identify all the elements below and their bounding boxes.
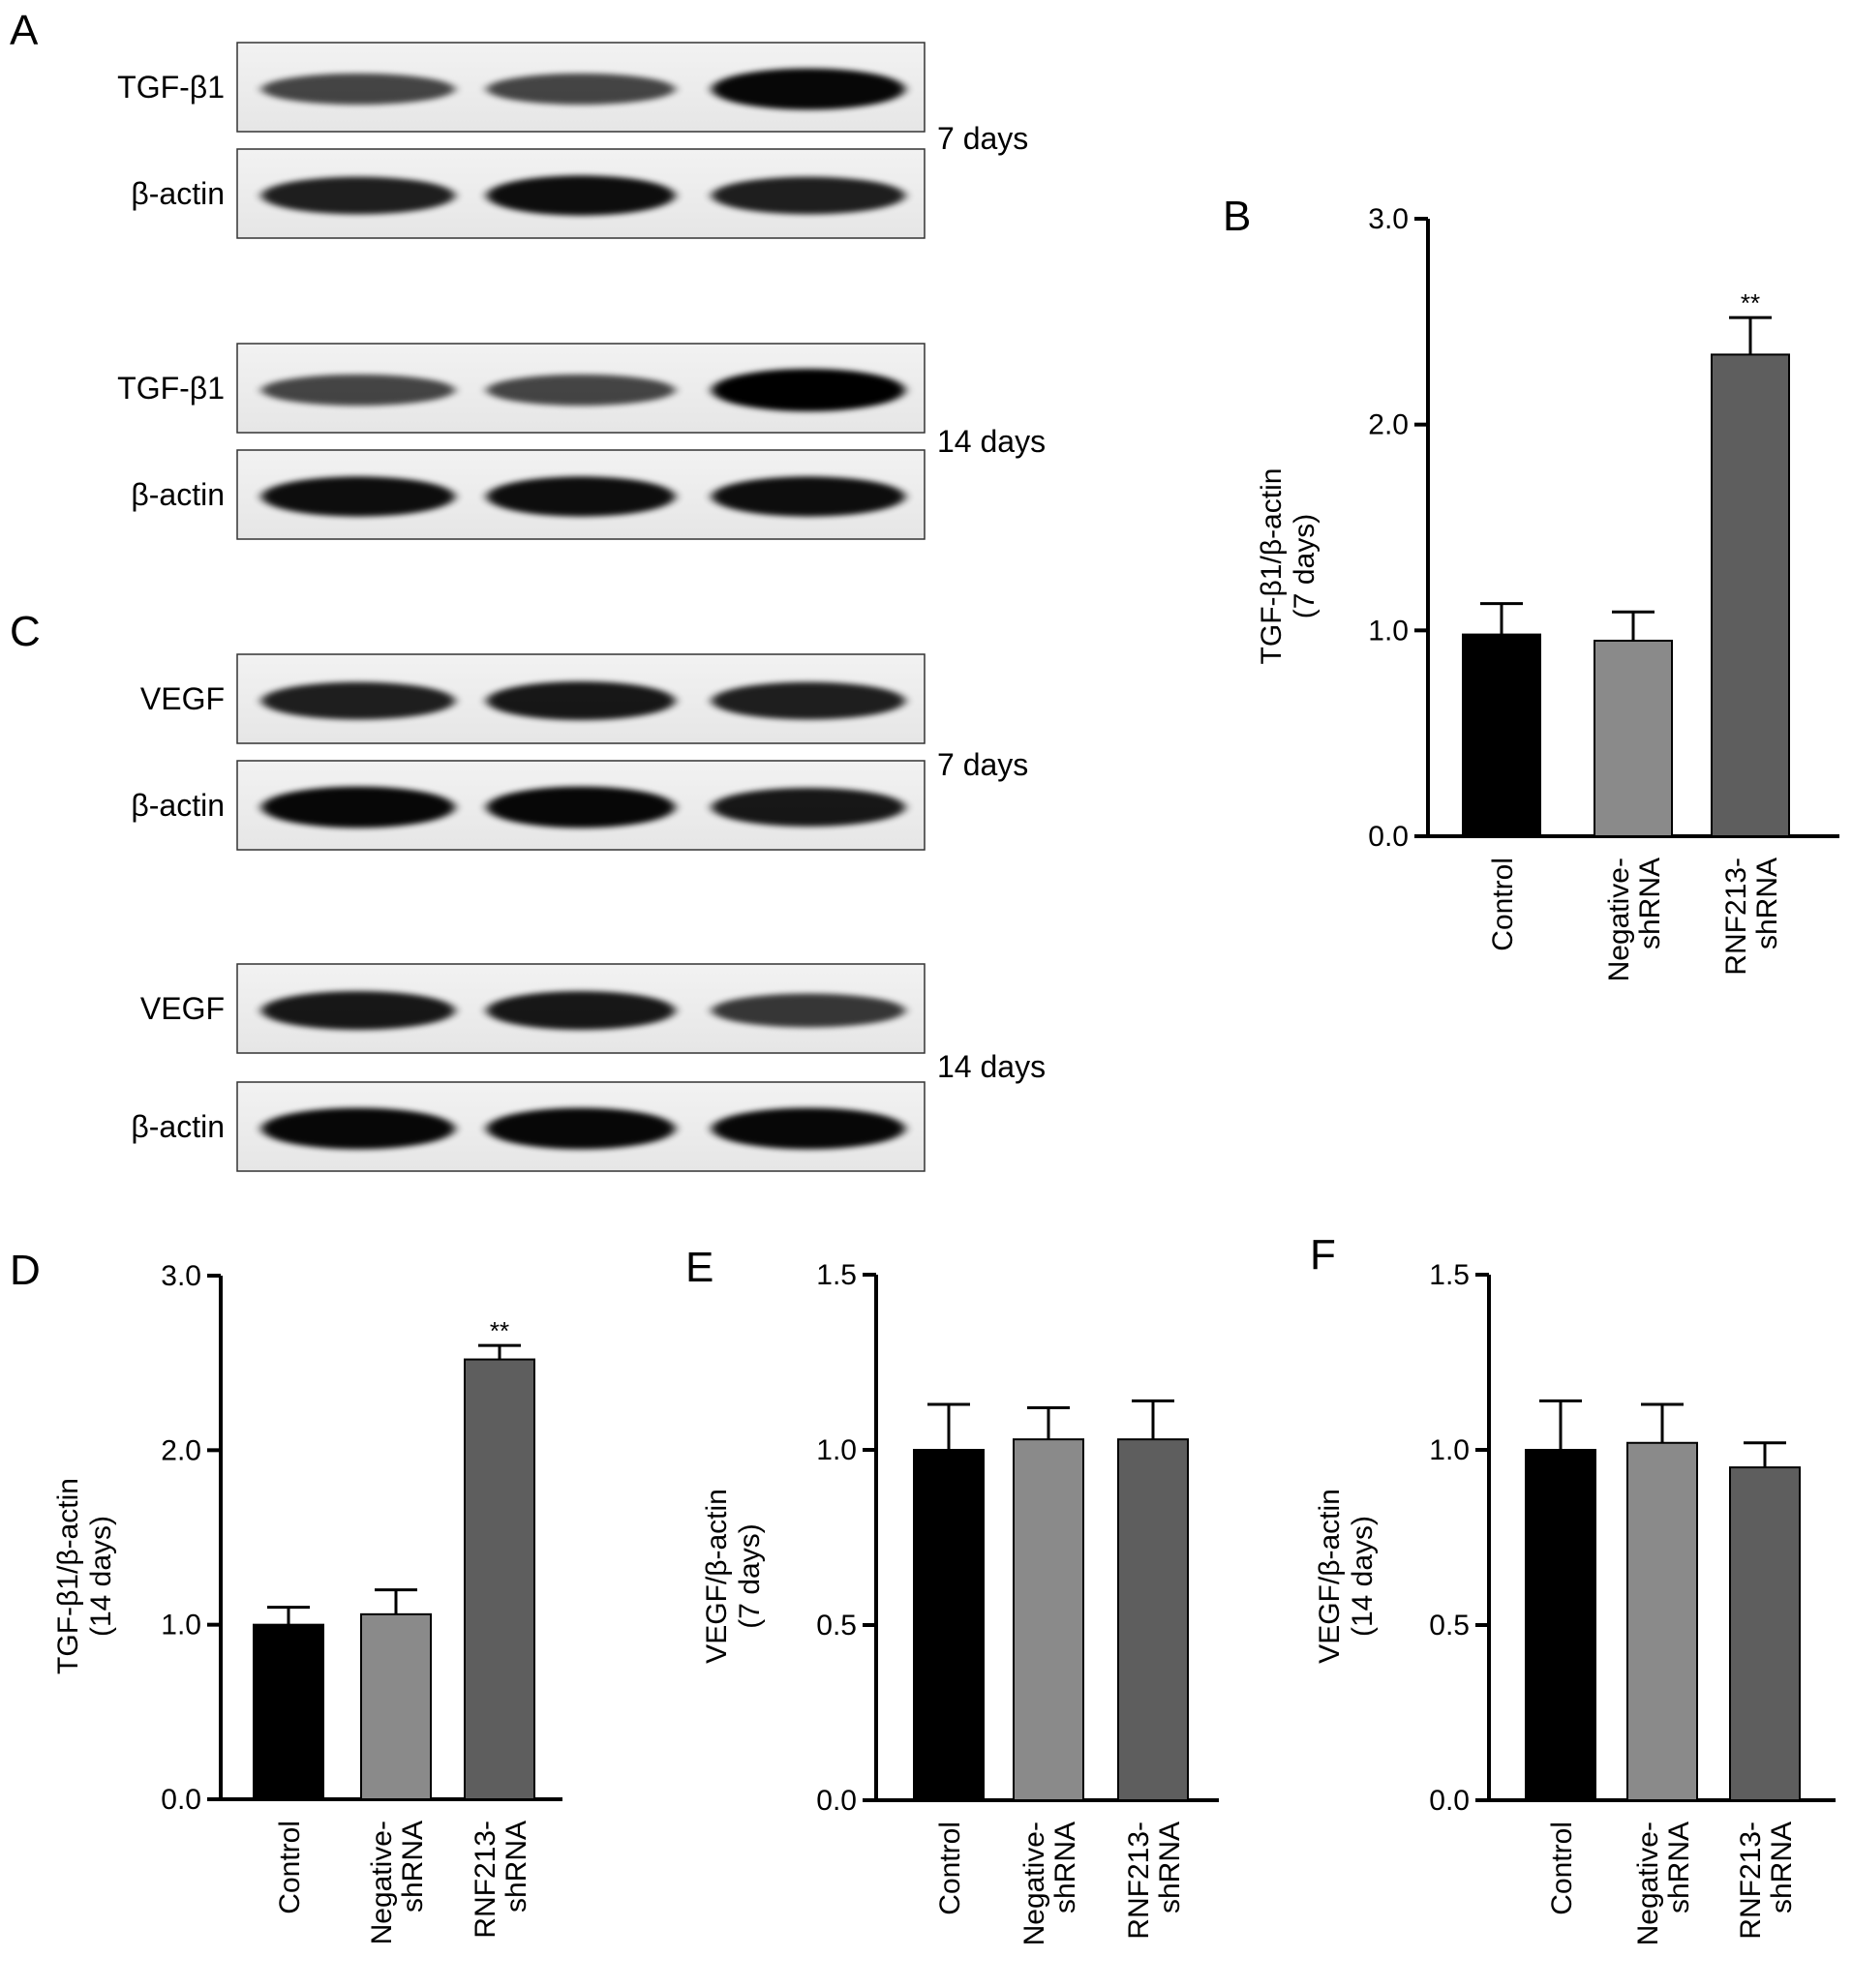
category-label: RNF213-shRNA bbox=[1123, 1822, 1186, 1940]
bar bbox=[1594, 639, 1673, 838]
y-tick-label: 3.0 bbox=[161, 1260, 201, 1292]
blot-band bbox=[261, 1107, 455, 1150]
blot-band bbox=[486, 73, 676, 105]
blot-band bbox=[712, 68, 905, 110]
y-tick-label: 2.0 bbox=[1368, 409, 1409, 441]
y-tick-label: 1.5 bbox=[816, 1259, 857, 1291]
blot-band bbox=[712, 369, 905, 411]
blot-band bbox=[486, 1107, 676, 1150]
chart-d: 0.0 1.0 2.0 3.0 TGF-β1/β-actin(14 days) Contr… bbox=[52, 1260, 562, 1944]
y-tick-label: 1.0 bbox=[1368, 615, 1409, 647]
panel-label-f: F bbox=[1310, 1231, 1336, 1279]
y-tick-label: 2.0 bbox=[161, 1434, 201, 1466]
bar bbox=[1013, 1438, 1084, 1801]
significance-marker: ** bbox=[1741, 288, 1760, 317]
blot-row-label: VEGF bbox=[140, 681, 225, 716]
category-label: Negative-shRNA bbox=[1018, 1822, 1081, 1945]
blot-row-label: β-actin bbox=[131, 477, 225, 512]
y-tick-label: 0.0 bbox=[816, 1785, 857, 1817]
blot-band bbox=[712, 176, 905, 215]
y-tick-label: 0.0 bbox=[1429, 1785, 1470, 1817]
time-label: 14 days bbox=[937, 1049, 1046, 1084]
blot-band bbox=[261, 681, 455, 720]
bar bbox=[360, 1612, 432, 1801]
y-tick-label: 3.0 bbox=[1368, 203, 1409, 235]
y-tick-label: 1.0 bbox=[1429, 1434, 1470, 1466]
category-label: Negative-shRNA bbox=[1632, 1822, 1695, 1945]
blot-band bbox=[712, 787, 905, 828]
category-label: RNF213-shRNA bbox=[1735, 1822, 1798, 1940]
blot-band bbox=[261, 73, 455, 105]
category-label: Control bbox=[1487, 858, 1519, 951]
bar bbox=[464, 1358, 535, 1801]
category-label: RNF213-shRNA bbox=[1720, 858, 1783, 976]
bar bbox=[913, 1449, 985, 1801]
blot-band bbox=[712, 681, 905, 720]
time-label: 14 days bbox=[937, 424, 1046, 459]
y-tick-label: 0.0 bbox=[161, 1784, 201, 1816]
blot-band bbox=[486, 175, 676, 216]
blot-band bbox=[712, 476, 905, 517]
y-tick-label: 1.0 bbox=[816, 1434, 857, 1466]
y-axis-title: TGF-β1/β-actin(14 days) bbox=[52, 1478, 117, 1674]
blot-band bbox=[486, 680, 676, 721]
y-tick-label: 1.5 bbox=[1429, 1259, 1470, 1291]
y-tick-label: 1.0 bbox=[161, 1610, 201, 1642]
bar bbox=[1729, 1466, 1801, 1801]
bar-charts: 0.0 1.0 2.0 3.0 TGF-β1/β-actin(7 days) Contro… bbox=[52, 203, 1839, 1945]
blot-band bbox=[261, 476, 455, 517]
panel-label-c: C bbox=[10, 608, 41, 655]
blot-band bbox=[712, 1107, 905, 1150]
y-tick-label: 0.5 bbox=[1429, 1610, 1470, 1642]
y-axis-title: VEGF/β-actin(7 days) bbox=[701, 1489, 766, 1664]
time-label: 7 days bbox=[937, 747, 1028, 782]
chart-e: 0.0 0.5 1.0 1.5 VEGF/β-actin(7 days) Control N… bbox=[701, 1259, 1219, 1945]
y-axis-title: VEGF/β-actin(14 days) bbox=[1314, 1489, 1379, 1664]
blot-row-label: TGF-β1 bbox=[117, 70, 225, 105]
blot-band bbox=[261, 786, 455, 828]
panel-label-a: A bbox=[10, 7, 39, 54]
category-label: Control bbox=[1546, 1822, 1578, 1915]
blot-band bbox=[486, 786, 676, 828]
y-axis-title: TGF-β1/β-actin(7 days) bbox=[1256, 468, 1321, 665]
blot-band bbox=[712, 993, 905, 1028]
blot-band bbox=[261, 990, 455, 1031]
category-label: Control bbox=[934, 1822, 966, 1915]
blot-row-label: VEGF bbox=[140, 991, 225, 1026]
bar bbox=[1117, 1438, 1189, 1801]
blot-band bbox=[261, 176, 455, 215]
category-label: RNF213-shRNA bbox=[470, 1821, 532, 1939]
blot-band bbox=[486, 374, 676, 407]
panel-label-b: B bbox=[1223, 193, 1251, 240]
blot-band bbox=[486, 476, 676, 517]
blot-row-label: β-actin bbox=[131, 788, 225, 823]
panel-label-e: E bbox=[685, 1244, 713, 1291]
chart-f: 0.0 0.5 1.0 1.5 VEGF/β-actin(14 days) Control… bbox=[1314, 1259, 1836, 1945]
bar bbox=[253, 1623, 324, 1800]
category-label: Negative-shRNA bbox=[366, 1821, 429, 1944]
blot-row-label: β-actin bbox=[131, 176, 225, 211]
panel-label-d: D bbox=[10, 1247, 41, 1294]
category-label: Control bbox=[274, 1821, 306, 1914]
western-blots: TGF-β1 β-actin 7 days TGF-β1 β-actin 14 days V… bbox=[117, 42, 1046, 1172]
y-tick-label: 0.0 bbox=[1368, 821, 1409, 853]
bar bbox=[1711, 353, 1790, 837]
bar bbox=[1626, 1441, 1698, 1801]
blot-band bbox=[486, 990, 676, 1031]
chart-b: 0.0 1.0 2.0 3.0 TGF-β1/β-actin(7 days) Contro… bbox=[1256, 203, 1839, 981]
category-label: Negative-shRNA bbox=[1603, 858, 1666, 981]
bar bbox=[1525, 1449, 1596, 1801]
y-tick-label: 0.5 bbox=[816, 1610, 857, 1642]
blot-band bbox=[261, 374, 455, 407]
time-label: 7 days bbox=[937, 121, 1028, 156]
bar bbox=[1462, 633, 1541, 837]
significance-marker: ** bbox=[490, 1316, 509, 1345]
blot-row-label: β-actin bbox=[131, 1109, 225, 1144]
blot-row-label: TGF-β1 bbox=[117, 371, 225, 406]
